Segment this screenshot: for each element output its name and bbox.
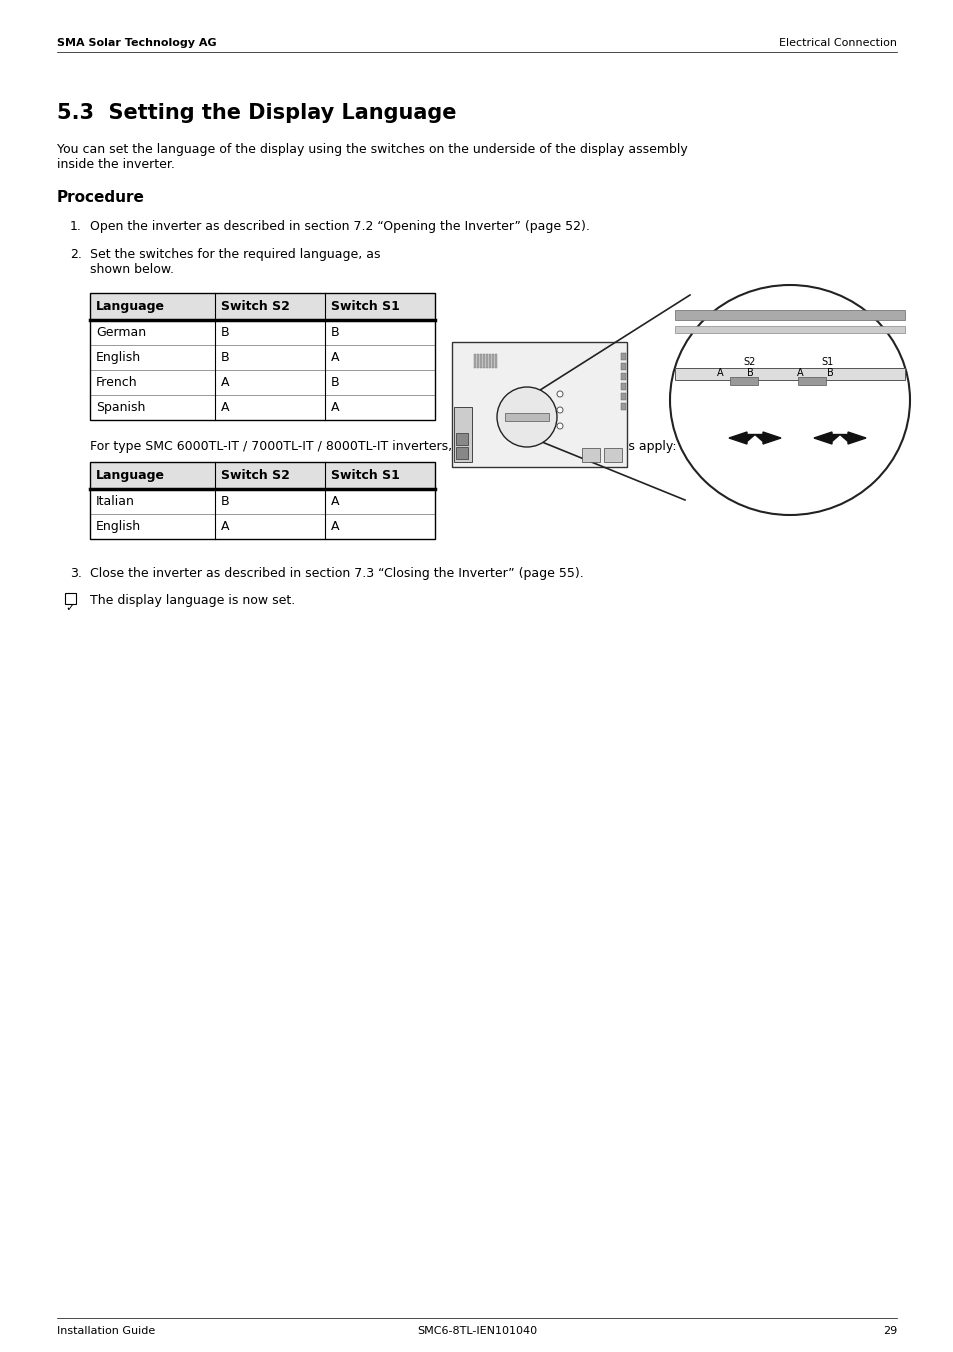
Text: A: A xyxy=(331,402,339,414)
Text: A: A xyxy=(221,521,230,533)
Bar xyxy=(456,448,468,458)
Text: 5.3  Setting the Display Language: 5.3 Setting the Display Language xyxy=(57,103,456,123)
Text: Language: Language xyxy=(96,300,165,314)
Circle shape xyxy=(557,423,562,429)
Text: Switch S1: Switch S1 xyxy=(331,469,399,483)
Text: 2.: 2. xyxy=(70,247,82,261)
Polygon shape xyxy=(728,433,754,443)
Text: Close the inverter as described in section 7.3 “Closing the Inverter” (page 55).: Close the inverter as described in secti… xyxy=(90,566,583,580)
Text: B: B xyxy=(331,376,339,389)
Bar xyxy=(620,383,625,389)
Ellipse shape xyxy=(669,285,909,515)
Bar xyxy=(675,310,904,320)
Text: B: B xyxy=(331,326,339,339)
Text: A: A xyxy=(331,495,339,508)
Text: inside the inverter.: inside the inverter. xyxy=(57,158,174,170)
Text: Switch S2: Switch S2 xyxy=(221,469,290,483)
Text: SMC6-8TL-IEN101040: SMC6-8TL-IEN101040 xyxy=(416,1326,537,1336)
Bar xyxy=(479,354,481,368)
Text: You can set the language of the display using the switches on the underside of t: You can set the language of the display … xyxy=(57,143,687,155)
Bar xyxy=(603,448,621,462)
Text: Installation Guide: Installation Guide xyxy=(57,1326,155,1336)
Bar xyxy=(90,293,435,320)
Circle shape xyxy=(497,387,557,448)
Text: French: French xyxy=(96,376,137,389)
Circle shape xyxy=(557,391,562,397)
Text: Italian: Italian xyxy=(96,495,134,508)
Text: S2: S2 xyxy=(743,357,756,366)
Text: A: A xyxy=(716,368,722,379)
Text: A: A xyxy=(331,352,339,364)
Polygon shape xyxy=(813,433,840,443)
Circle shape xyxy=(557,407,562,412)
Text: Procedure: Procedure xyxy=(57,191,145,206)
Text: SMA Solar Technology AG: SMA Solar Technology AG xyxy=(57,38,216,49)
Text: The display language is now set.: The display language is now set. xyxy=(90,594,294,607)
Text: 29: 29 xyxy=(882,1326,896,1336)
Text: Switch S1: Switch S1 xyxy=(331,300,399,314)
Text: ✓: ✓ xyxy=(66,603,74,612)
Bar xyxy=(620,353,625,360)
Bar xyxy=(581,448,599,462)
Bar xyxy=(452,342,626,466)
Text: Switch S2: Switch S2 xyxy=(221,300,290,314)
Bar xyxy=(797,377,825,385)
Text: 3.: 3. xyxy=(70,566,82,580)
Bar xyxy=(485,354,488,368)
Bar xyxy=(476,354,478,368)
Bar xyxy=(495,354,497,368)
Text: shown below.: shown below. xyxy=(90,264,173,276)
Bar xyxy=(675,368,904,380)
Text: B: B xyxy=(221,352,230,364)
Text: Language: Language xyxy=(96,469,165,483)
Text: A: A xyxy=(221,376,230,389)
Text: B: B xyxy=(746,368,753,379)
Text: For type SMC 6000TL-IT / 7000TL-IT / 8000TL-IT inverters, the following switch s: For type SMC 6000TL-IT / 7000TL-IT / 800… xyxy=(90,439,676,453)
Text: B: B xyxy=(221,495,230,508)
Bar xyxy=(492,354,494,368)
Text: English: English xyxy=(96,352,141,364)
Text: English: English xyxy=(96,521,141,533)
Bar xyxy=(620,393,625,400)
Polygon shape xyxy=(840,433,865,443)
Bar xyxy=(620,373,625,380)
Bar xyxy=(489,354,491,368)
Text: A: A xyxy=(331,521,339,533)
Bar xyxy=(90,293,435,420)
Text: S1: S1 xyxy=(821,357,833,366)
Bar xyxy=(620,362,625,370)
Bar xyxy=(504,412,548,420)
Text: 1.: 1. xyxy=(70,220,82,233)
Bar xyxy=(90,462,435,489)
Text: A: A xyxy=(221,402,230,414)
Polygon shape xyxy=(754,433,781,443)
Bar xyxy=(456,433,468,445)
Bar xyxy=(90,462,435,539)
Bar xyxy=(729,377,758,385)
Text: B: B xyxy=(825,368,833,379)
Bar xyxy=(454,407,472,462)
Bar xyxy=(675,326,904,333)
Bar xyxy=(620,403,625,410)
Text: Electrical Connection: Electrical Connection xyxy=(779,38,896,49)
Text: Spanish: Spanish xyxy=(96,402,145,414)
Text: Open the inverter as described in section 7.2 “Opening the Inverter” (page 52).: Open the inverter as described in sectio… xyxy=(90,220,589,233)
Text: Set the switches for the required language, as: Set the switches for the required langua… xyxy=(90,247,380,261)
Text: German: German xyxy=(96,326,146,339)
Bar xyxy=(65,594,76,604)
Bar xyxy=(482,354,484,368)
Text: A: A xyxy=(796,368,802,379)
Text: B: B xyxy=(221,326,230,339)
Bar xyxy=(474,354,476,368)
